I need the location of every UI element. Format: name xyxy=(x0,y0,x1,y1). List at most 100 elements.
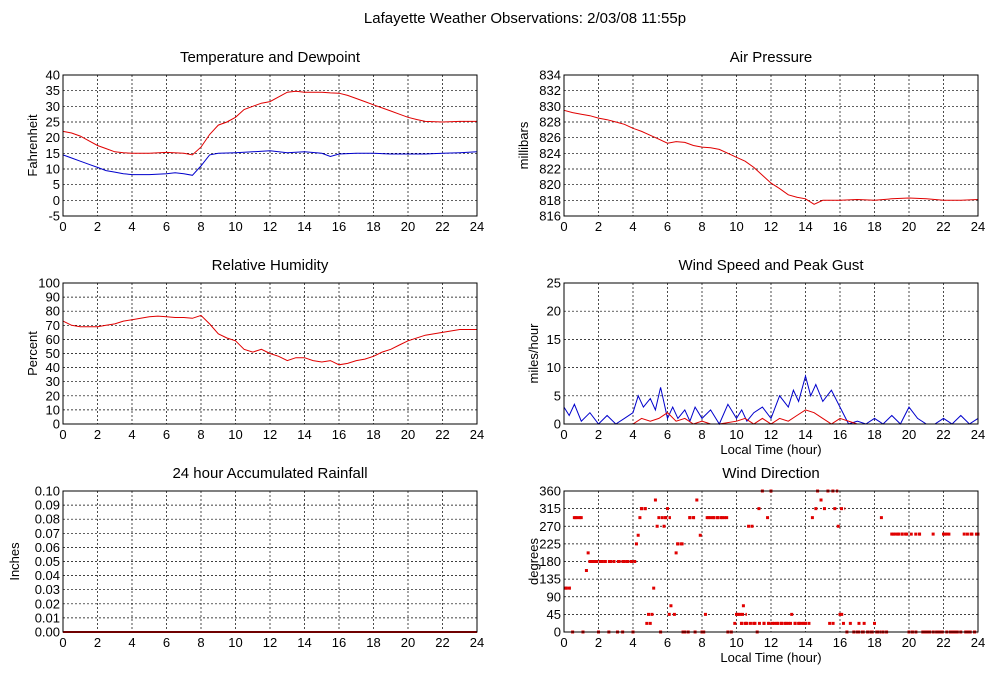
direction-point xyxy=(772,621,776,625)
direction-point xyxy=(810,516,814,520)
temp-xtick-label: 8 xyxy=(197,219,204,234)
rain-xtick-label: 14 xyxy=(297,635,311,650)
pressure-xtick-label: 6 xyxy=(664,219,671,234)
direction-point xyxy=(716,516,720,520)
rain-xtick-label: 22 xyxy=(435,635,449,650)
direction-point xyxy=(579,516,583,520)
direction-point xyxy=(652,586,656,590)
humidity-series-0 xyxy=(62,314,477,366)
temp-ytick-label: 10 xyxy=(46,162,60,177)
direction-point xyxy=(752,621,756,625)
direction-point xyxy=(719,516,723,520)
direction-point xyxy=(757,507,761,511)
humidity-xtick-label: 0 xyxy=(59,427,66,442)
humidity-xtick-label: 18 xyxy=(366,427,380,442)
temp-xtick-label: 14 xyxy=(297,219,311,234)
pressure-ytick-label: 824 xyxy=(539,146,561,161)
direction-point xyxy=(612,560,616,563)
direction-point xyxy=(740,621,744,625)
direction-point xyxy=(600,560,604,563)
rain-xtick-label: 16 xyxy=(332,635,346,650)
direction-point xyxy=(862,621,866,625)
humidity-plot-frame xyxy=(62,282,478,425)
direction-point xyxy=(664,516,668,520)
wind-xtick-label: 2 xyxy=(595,427,602,442)
pressure-xtick-label: 10 xyxy=(729,219,743,234)
humidity-xtick-label: 8 xyxy=(197,427,204,442)
direction-point xyxy=(786,621,790,625)
direction-point xyxy=(662,524,666,528)
humidity-ytick-label: 90 xyxy=(46,290,60,305)
temp-xtick-label: 2 xyxy=(94,219,101,234)
direction-point xyxy=(804,621,807,625)
temp-ytick-label: 35 xyxy=(46,83,60,98)
direction-point xyxy=(722,516,726,520)
temp-ytick-label: 30 xyxy=(46,99,60,114)
direction-point xyxy=(890,532,894,536)
direction-point xyxy=(841,621,845,625)
humidity-ytick-label: 10 xyxy=(46,402,60,417)
humidity-xtick-label: 10 xyxy=(228,427,242,442)
wind-title: Wind Speed and Peak Gust xyxy=(678,257,864,274)
direction-ytick-label: 0 xyxy=(554,625,561,640)
wind-xtick-label: 22 xyxy=(936,427,950,442)
temp-xtick-label: 4 xyxy=(128,219,135,234)
direction-ytick-label: 180 xyxy=(539,554,561,569)
temp-ytick-label: -5 xyxy=(48,209,60,224)
direction-point xyxy=(848,621,852,625)
direction-point xyxy=(797,621,801,625)
temp-series-1 xyxy=(62,150,478,176)
temp-plot-frame xyxy=(62,74,478,217)
direction-point xyxy=(762,621,766,625)
direction-point xyxy=(698,533,702,537)
wind-xlabel: Local Time (hour) xyxy=(720,442,821,457)
direction-point xyxy=(767,621,771,625)
direction-point xyxy=(688,516,692,520)
direction-title: Wind Direction xyxy=(722,465,820,482)
direction-point xyxy=(622,560,626,563)
direction-point xyxy=(931,532,935,536)
humidity-ytick-label: 100 xyxy=(38,276,60,291)
direction-point xyxy=(595,560,599,563)
humidity-chart: 0 2 4 6 8 10 12 14 16 18 20 22 240102030405060708090… xyxy=(25,257,484,442)
pressure-xtick-label: 4 xyxy=(629,219,636,234)
direction-point xyxy=(741,604,745,608)
direction-point xyxy=(617,560,621,563)
direction-point xyxy=(626,560,630,563)
pressure-xtick-label: 22 xyxy=(936,219,950,234)
rain-ytick-label: 0.10 xyxy=(35,484,60,499)
direction-point xyxy=(745,621,749,625)
direction-point xyxy=(945,532,949,536)
wind-series-0 xyxy=(563,374,979,426)
direction-xtick-label: 4 xyxy=(629,635,636,650)
direction-chart: 0 2 4 6 8 10 12 14 16 18 20 22 240459013518022527031… xyxy=(526,465,985,665)
rain-ylabel: Inches xyxy=(7,542,22,581)
wind-xtick-label: 6 xyxy=(664,427,671,442)
humidity-xtick-label: 16 xyxy=(332,427,346,442)
direction-point xyxy=(942,532,945,536)
temp-xtick-label: 0 xyxy=(59,219,66,234)
temp-series-0 xyxy=(62,90,477,156)
page-title: Lafayette Weather Observations: 2/03/08 … xyxy=(364,10,686,27)
direction-point xyxy=(572,516,576,520)
rain-ytick-label: 0.05 xyxy=(35,554,60,569)
direction-point xyxy=(819,498,823,502)
direction-point xyxy=(667,612,671,616)
wind-xtick-label: 20 xyxy=(902,427,916,442)
wind-ytick-label: 25 xyxy=(547,276,561,291)
rain-xtick-label: 18 xyxy=(366,635,380,650)
rain-title: 24 hour Accumulated Rainfall xyxy=(172,465,367,482)
direction-xtick-label: 0 xyxy=(560,635,567,650)
wind-ytick-label: 15 xyxy=(547,332,561,347)
direction-point xyxy=(695,498,699,502)
temp-xtick-label: 12 xyxy=(263,219,277,234)
rain-ytick-label: 0.09 xyxy=(35,498,60,513)
temp-xtick-label: 16 xyxy=(332,219,346,234)
humidity-xtick-label: 20 xyxy=(401,427,415,442)
direction-point xyxy=(669,604,673,608)
humidity-ytick-label: 40 xyxy=(46,360,60,375)
direction-point xyxy=(666,507,669,511)
temp-ytick-label: 25 xyxy=(46,115,60,130)
